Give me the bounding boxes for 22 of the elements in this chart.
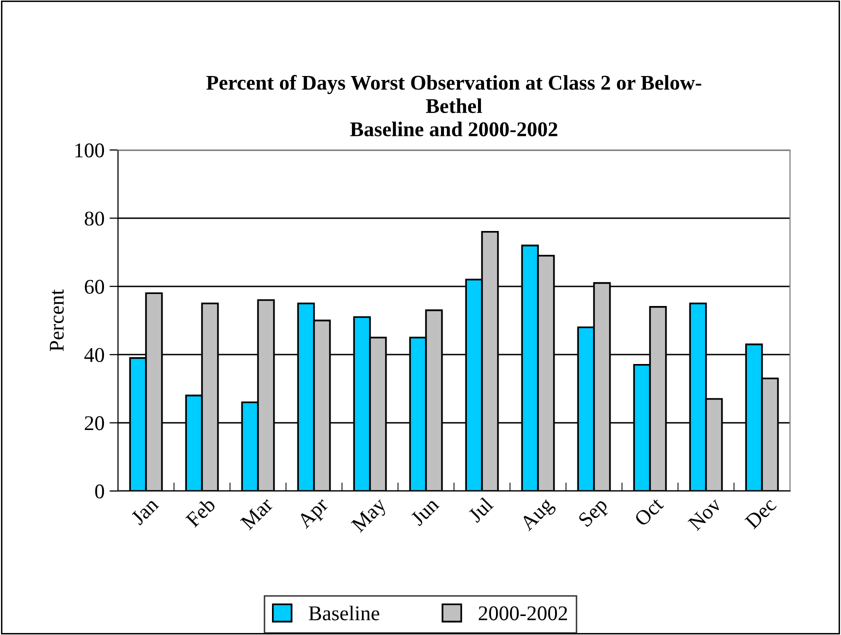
y-tick-label: 0 xyxy=(95,484,104,498)
x-tick-label: Oct xyxy=(634,496,664,527)
x-tick-label: May xyxy=(350,496,390,536)
y-tick-label: 100 xyxy=(75,143,104,158)
x-tick-label: Aug xyxy=(519,496,558,534)
x-tick-label: Jul xyxy=(467,496,494,524)
y-tick-label: 80 xyxy=(84,212,104,226)
x-tick-label: Jun xyxy=(410,496,440,526)
legend-label: Baseline xyxy=(308,606,380,620)
y-axis-title: Percent xyxy=(50,289,64,352)
legend-label: 2000-2002 xyxy=(478,606,568,620)
y-tick-label: 20 xyxy=(84,416,104,430)
x-tick-label: Sep xyxy=(578,496,612,530)
x-tick-label: Feb xyxy=(184,496,216,528)
x-tick-label: Dec xyxy=(744,496,778,530)
chart-title: Percent of Days Worst Observation at Class 2 or Below- Bethel Baseline and 2000-2002 xyxy=(206,74,702,136)
y-tick-label: 60 xyxy=(84,280,104,294)
x-tick-label: Mar xyxy=(240,496,274,530)
y-tick-label: 40 xyxy=(84,348,104,362)
x-tick-label: Apr xyxy=(296,496,332,532)
x-tick-label: Nov xyxy=(688,496,722,532)
x-tick-label: Jan xyxy=(130,496,160,526)
